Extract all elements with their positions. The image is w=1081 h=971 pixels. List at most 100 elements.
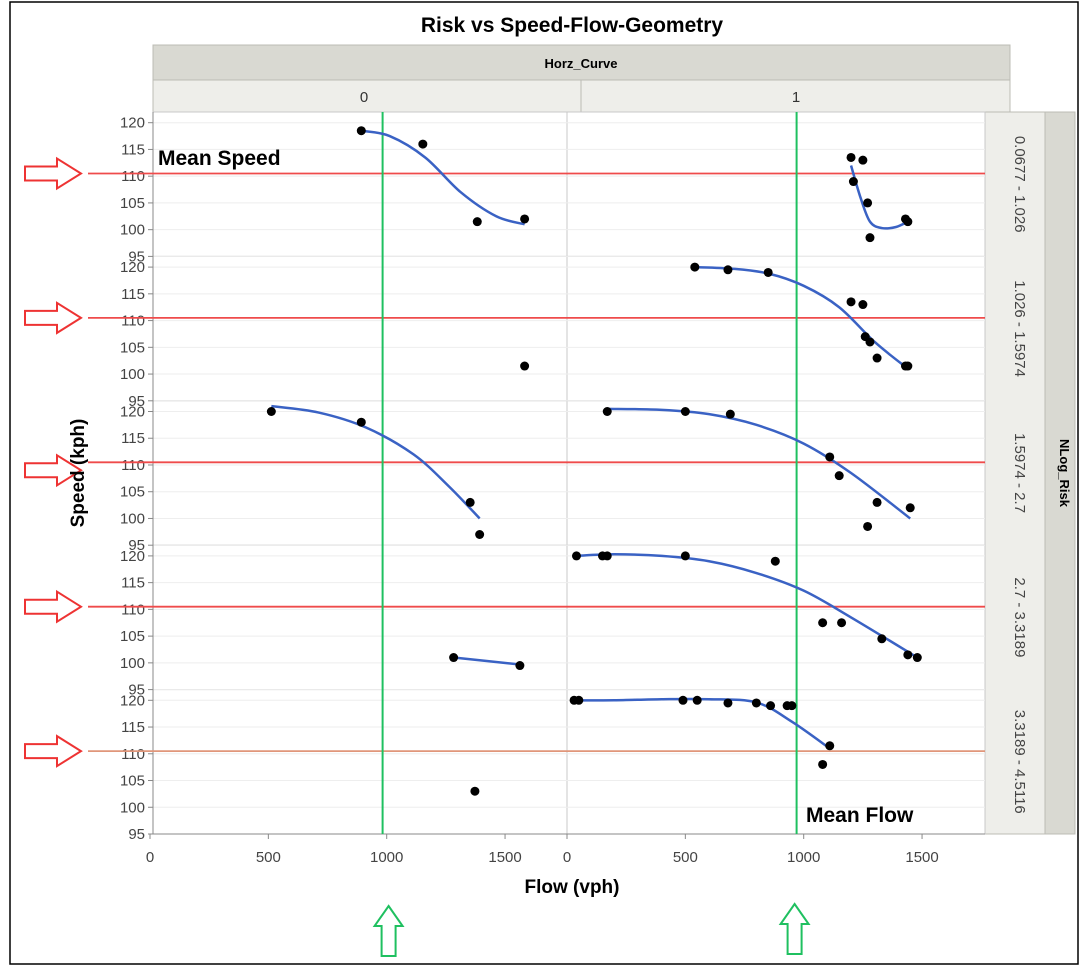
mean-speed-arrow bbox=[24, 453, 83, 488]
data-point bbox=[912, 653, 922, 663]
y-tick-label: 95 bbox=[128, 682, 145, 699]
fit-curve bbox=[849, 165, 909, 230]
fit-curve bbox=[574, 697, 831, 750]
y-tick-label: 115 bbox=[121, 719, 145, 736]
y-tick-label: 110 bbox=[121, 601, 145, 618]
x-tick-label: 500 bbox=[256, 849, 281, 866]
y-tick-label: 95 bbox=[128, 537, 145, 554]
data-point bbox=[837, 618, 847, 628]
column-group-label: Horz_Curve bbox=[545, 56, 618, 71]
data-point bbox=[418, 139, 428, 149]
fit-curve bbox=[361, 129, 525, 226]
data-point bbox=[846, 152, 856, 162]
data-point bbox=[692, 695, 702, 705]
panel-r1-c1 bbox=[566, 255, 986, 402]
column-group-header bbox=[152, 44, 1011, 81]
y-tick-label: 110 bbox=[121, 313, 145, 330]
data-point bbox=[725, 409, 735, 419]
gridlines bbox=[153, 122, 985, 835]
y-tick-label: 95 bbox=[128, 393, 145, 410]
data-point bbox=[846, 297, 856, 307]
y-tick-label: 100 bbox=[120, 655, 145, 672]
data-point bbox=[680, 551, 690, 561]
y-tick-label: 110 bbox=[121, 457, 145, 474]
data-point bbox=[723, 698, 733, 708]
data-point bbox=[470, 786, 480, 796]
data-point bbox=[763, 267, 773, 277]
data-point bbox=[680, 406, 690, 416]
y-tick-label: 120 bbox=[120, 115, 145, 132]
data-point bbox=[356, 126, 366, 136]
panel-r1-c0 bbox=[152, 255, 568, 402]
data-point bbox=[858, 155, 868, 165]
data-point bbox=[787, 701, 797, 711]
fit-curves bbox=[271, 129, 918, 750]
panel-r3-c1 bbox=[566, 544, 986, 691]
column-label-0: 0 bbox=[360, 89, 368, 106]
y-tick-label: 95 bbox=[128, 248, 145, 265]
mean-speed-arrow bbox=[24, 156, 83, 191]
y-tick-label: 120 bbox=[120, 692, 145, 709]
fit-curve bbox=[607, 407, 911, 520]
y-tick-label: 100 bbox=[120, 366, 145, 383]
column-header-1 bbox=[580, 79, 1011, 113]
y-tick-label: 105 bbox=[120, 628, 145, 645]
y-tick-label: 115 bbox=[121, 286, 145, 303]
x-tick-label: 1500 bbox=[905, 849, 938, 866]
data-point bbox=[818, 759, 828, 769]
panel-r0-c0 bbox=[152, 111, 568, 257]
data-point bbox=[872, 353, 882, 363]
data-point bbox=[475, 530, 485, 540]
y-tick-label: 115 bbox=[121, 141, 145, 158]
data-point bbox=[905, 503, 915, 513]
data-point bbox=[863, 198, 873, 208]
data-point bbox=[602, 551, 612, 561]
data-point bbox=[571, 551, 581, 561]
y-tick-label: 95 bbox=[128, 826, 145, 843]
mean-speed-arrow bbox=[24, 734, 83, 768]
data-point bbox=[848, 177, 858, 187]
y-tick-label: 120 bbox=[120, 259, 145, 276]
data-point bbox=[472, 217, 482, 227]
data-point bbox=[903, 650, 913, 660]
row-label-strip bbox=[984, 111, 1046, 835]
row-label: 1.5974 - 2.7 bbox=[1011, 433, 1028, 513]
data-point bbox=[574, 695, 584, 705]
row-label: 0.0677 - 1.026 bbox=[1011, 136, 1028, 233]
panel-r4-c0 bbox=[152, 689, 568, 835]
data-point bbox=[770, 556, 780, 566]
data-point bbox=[903, 361, 913, 371]
row-group-strip bbox=[1044, 111, 1076, 835]
data-point bbox=[903, 217, 913, 227]
data-points bbox=[266, 126, 922, 796]
data-point bbox=[863, 521, 873, 531]
data-point bbox=[825, 741, 835, 751]
data-point bbox=[825, 452, 835, 462]
y-tick-label: 110 bbox=[121, 746, 145, 763]
mean-flow-arrow bbox=[372, 904, 405, 957]
data-point bbox=[766, 701, 776, 711]
y-tick-label: 100 bbox=[120, 222, 145, 239]
mean-speed-annotation: Mean Speed bbox=[158, 147, 281, 170]
data-point bbox=[266, 406, 276, 416]
column-label-1: 1 bbox=[792, 89, 800, 106]
panel-r2-c1 bbox=[566, 400, 986, 546]
y-axis-label: Speed (kph) bbox=[68, 419, 89, 528]
y-tick-label: 110 bbox=[121, 168, 145, 185]
data-point bbox=[877, 634, 887, 644]
row-labels: 0.0677 - 1.026 1.026 - 1.5974 1.5974 - 2.7… bbox=[1011, 136, 1028, 814]
column-header-0 bbox=[152, 79, 582, 113]
data-point bbox=[690, 262, 700, 272]
row-label: 1.026 - 1.5974 bbox=[1011, 280, 1028, 377]
fit-curve bbox=[271, 404, 481, 520]
y-tick-label: 120 bbox=[120, 548, 145, 565]
mean-flow-arrow bbox=[778, 902, 811, 955]
data-point bbox=[449, 653, 459, 663]
y-tick-label: 105 bbox=[120, 195, 145, 212]
y-tick-label: 115 bbox=[121, 430, 145, 447]
data-point bbox=[602, 406, 612, 416]
data-point bbox=[356, 417, 366, 427]
row-group-label: NLog_Risk bbox=[1057, 439, 1072, 508]
y-tick-label: 105 bbox=[120, 773, 145, 790]
